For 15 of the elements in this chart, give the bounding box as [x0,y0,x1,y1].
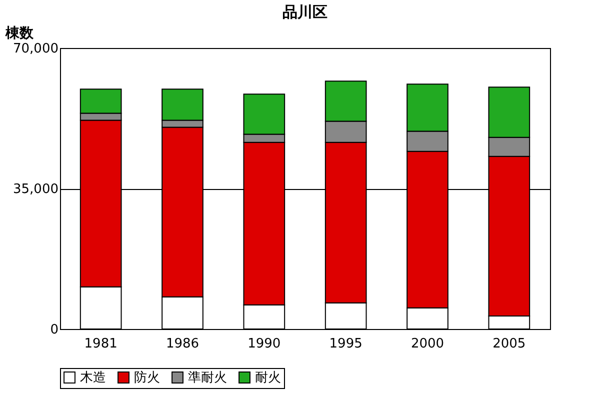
x-tick-label: 1990 [248,336,281,352]
chart-title: 品川区 [282,3,328,21]
x-tick-label: 1986 [166,336,200,352]
x-tick-label: 1995 [329,336,362,352]
legend-label: 防火 [134,370,160,386]
legend-label: 耐火 [255,370,281,386]
x-tick-label: 2005 [492,336,526,352]
y-axis-title: 棟数 [4,26,34,42]
y-tick-label: 0 [50,322,58,338]
legend-label: 木造 [80,370,106,386]
y-tick-label: 70,000 [13,42,58,56]
legend-label: 準耐火 [188,370,227,386]
x-tick-label: 2000 [410,336,444,352]
y-tick-label: 35,000 [13,182,58,197]
x-tick-label: 1981 [84,336,118,352]
